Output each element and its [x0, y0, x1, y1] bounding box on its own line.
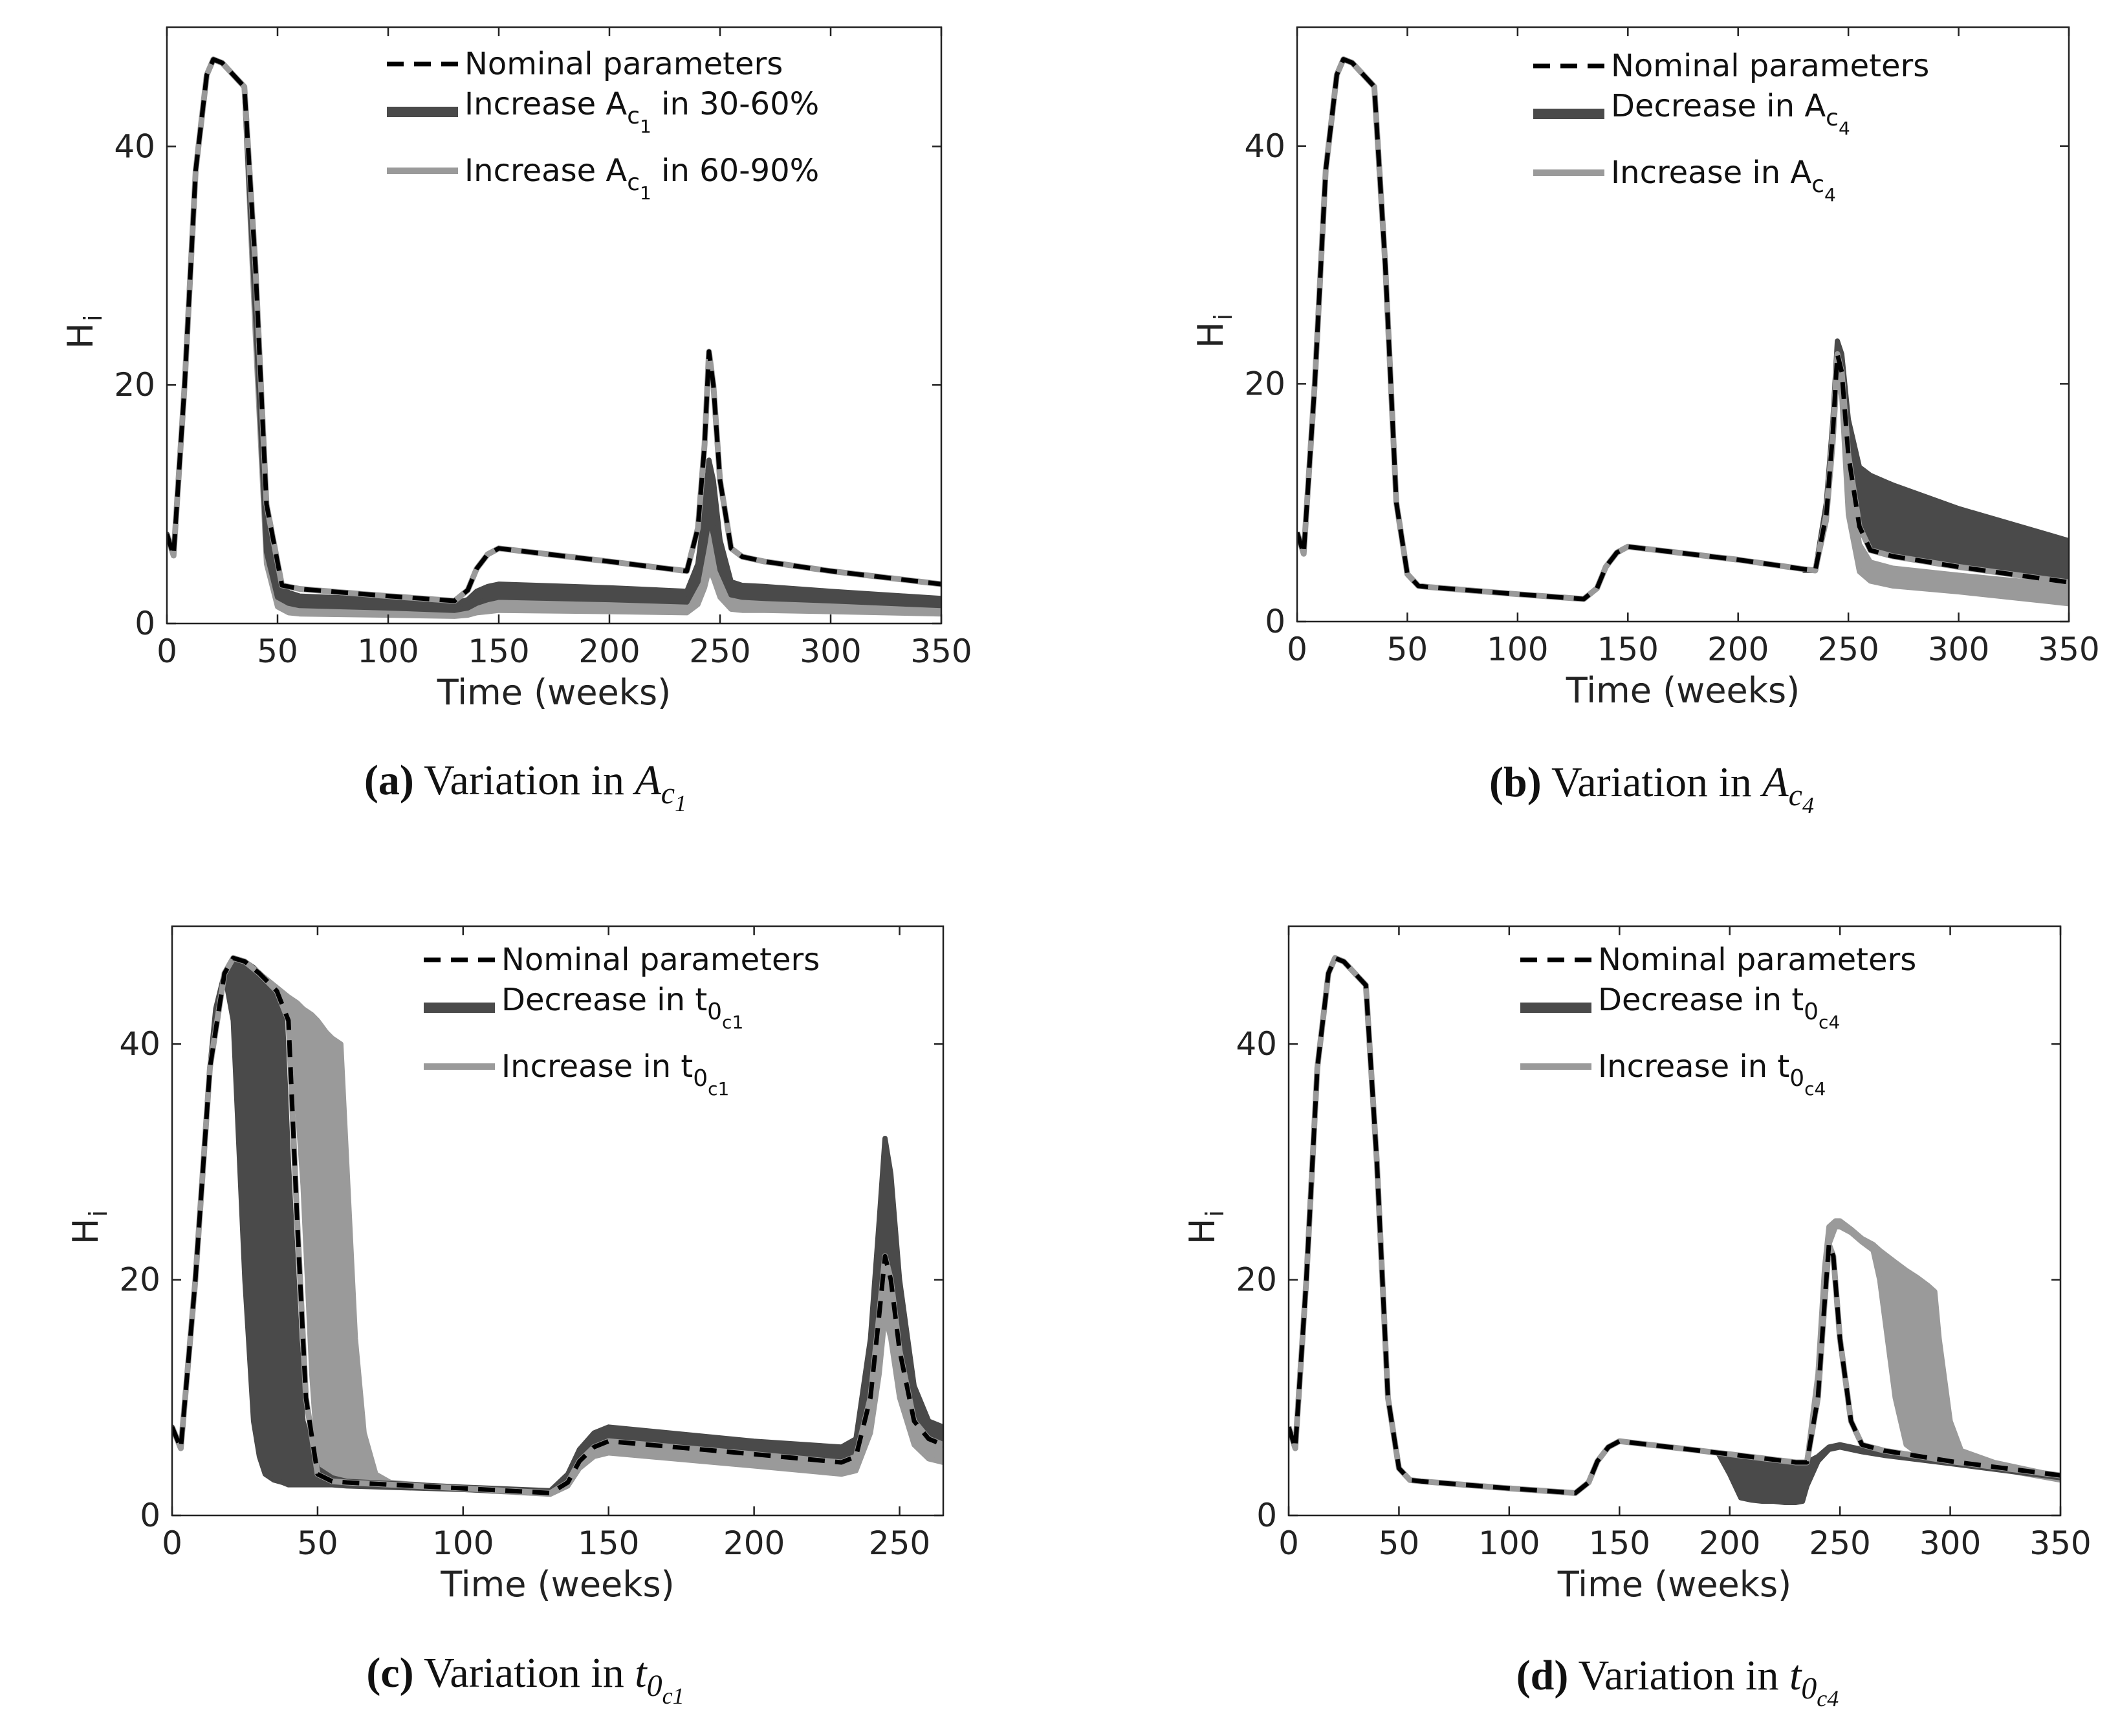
legend: Nominal parameters Increase Ac1 in 30-60%…	[387, 46, 819, 204]
legend-entry: Increase in Ac4	[1611, 155, 1836, 206]
legend-entry: Nominal parameters	[464, 46, 783, 82]
x-tick-label: 300	[1919, 1524, 1981, 1562]
plot-area	[167, 27, 941, 624]
y-tick-label: 20	[1244, 365, 1285, 402]
x-tick-label: 100	[1487, 631, 1548, 668]
series-nominal-parameters	[1297, 57, 2069, 602]
x-axis-label: Time (weeks)	[1566, 670, 1800, 711]
x-tick-label: 100	[357, 633, 419, 670]
series-nominal-parameters	[167, 57, 941, 603]
y-tick-label: 20	[1236, 1261, 1277, 1299]
chart-panel-d: 0 50 100 150 200 250 300 350 0 20 40 Time (weeks) Hi…	[1182, 925, 2092, 1711]
y-axis-label: Hi	[60, 314, 107, 349]
panel-caption: (b) Variation in Ac4	[1489, 759, 1814, 818]
legend-entry: Nominal parameters	[501, 942, 820, 978]
y-tick-label: 20	[114, 366, 155, 404]
legend: Nominal parameters Decrease in Ac4 Increas…	[1533, 48, 1929, 206]
axes-box	[166, 26, 943, 625]
legend-entry: Decrease in t0c1	[501, 982, 743, 1033]
x-tick-label: 200	[723, 1524, 785, 1562]
legend: Nominal parameters Decrease in t0c4 Increa…	[1520, 942, 1916, 1100]
y-tick-label: 40	[1244, 127, 1285, 165]
x-tick-label: 0	[157, 633, 177, 670]
data-layer	[1297, 56, 2069, 607]
legend-entry: Decrease in Ac4	[1611, 88, 1850, 139]
series-increase-a-c1-in-30-60-	[167, 56, 941, 613]
x-tick-label: 200	[578, 633, 640, 670]
panel-caption: (c) Variation in t0c1	[366, 1649, 684, 1709]
x-tick-label: 150	[468, 633, 529, 670]
x-tick-label: 250	[689, 633, 750, 670]
x-tick-label: 250	[1809, 1524, 1870, 1562]
series-increase-in-t-0c1	[172, 955, 943, 1497]
y-tick-label: 0	[135, 605, 155, 642]
x-tick-label: 250	[1817, 631, 1879, 668]
x-tick-label: 50	[257, 633, 298, 670]
x-tick-label: 250	[869, 1524, 930, 1562]
legend-entry: Increase in t0c1	[501, 1048, 729, 1100]
x-axis-label: Time (weeks)	[440, 1564, 674, 1605]
legend-entry: Nominal parameters	[1598, 942, 1916, 978]
x-tick-label: 350	[2038, 631, 2099, 668]
data-layer	[167, 56, 941, 619]
data-layer	[1289, 955, 2060, 1505]
x-tick-label: 0	[162, 1524, 182, 1562]
legend-entry: Increase in t0c4	[1598, 1048, 1826, 1100]
x-tick-label: 350	[910, 633, 972, 670]
legend-entry: Decrease in t0c4	[1598, 982, 1840, 1033]
legend-entry: Increase Ac1 in 60-90%	[464, 153, 819, 204]
series-nominal-parameters	[172, 955, 943, 1495]
y-axis-label: Hi	[1182, 1210, 1229, 1244]
chart-panel-a: 0 50 100 150 200 250 300 350 0 20 40 Time (weeks) Hi…	[60, 26, 972, 816]
y-tick-label: 20	[119, 1261, 160, 1299]
x-tick-label: 100	[1478, 1524, 1540, 1562]
x-tick-label: 0	[1278, 1524, 1299, 1562]
y-axis-label: Hi	[65, 1210, 113, 1244]
x-tick-label: 300	[800, 633, 861, 670]
chart-panel-b: 0 50 100 150 200 250 300 350 0 20 40 Time (weeks) Hi…	[1190, 26, 2100, 818]
series-nominal-parameters	[1289, 955, 2060, 1495]
x-tick-label: 50	[297, 1524, 338, 1562]
x-axis-label: Time (weeks)	[437, 672, 671, 713]
y-tick-label: 40	[114, 127, 155, 165]
legend-entry: Increase Ac1 in 30-60%	[464, 86, 819, 137]
series-increase-in-t-0c4	[1793, 1218, 2060, 1483]
x-axis-label: Time (weeks)	[1557, 1564, 1791, 1605]
x-tick-label: 50	[1387, 631, 1428, 668]
axes-box	[1296, 26, 2070, 623]
y-tick-label: 40	[119, 1025, 160, 1063]
legend: Nominal parameters Decrease in t0c1 Increa…	[424, 942, 820, 1100]
x-tick-label: 150	[1597, 631, 1659, 668]
axes-box	[171, 925, 945, 1517]
x-tick-label: 350	[2029, 1524, 2091, 1562]
x-tick-label: 150	[578, 1524, 639, 1562]
x-tick-label: 200	[1707, 631, 1769, 668]
y-tick-label: 0	[1256, 1497, 1277, 1534]
chart-panel-c: 0 50 100 150 200 250 0 20 40 Time (weeks) Hi Nomina…	[65, 925, 945, 1709]
x-tick-label: 50	[1379, 1524, 1420, 1562]
x-tick-label: 300	[1928, 631, 1989, 668]
legend-entry: Nominal parameters	[1611, 48, 1929, 84]
x-tick-label: 150	[1589, 1524, 1650, 1562]
x-tick-label: 100	[432, 1524, 494, 1562]
y-axis-label: Hi	[1190, 314, 1238, 348]
data-layer	[172, 955, 943, 1497]
y-tick-label: 40	[1236, 1025, 1277, 1063]
panel-caption: (a) Variation in Ac1	[364, 757, 686, 816]
panel-caption: (d) Variation in t0c4	[1516, 1652, 1839, 1711]
x-tick-label: 200	[1699, 1524, 1760, 1562]
axes-box	[1287, 925, 2062, 1517]
y-tick-label: 0	[140, 1497, 160, 1534]
series-decrease-in-t-0c1	[172, 955, 943, 1496]
x-tick-label: 0	[1287, 631, 1307, 668]
y-tick-label: 0	[1265, 603, 1285, 640]
